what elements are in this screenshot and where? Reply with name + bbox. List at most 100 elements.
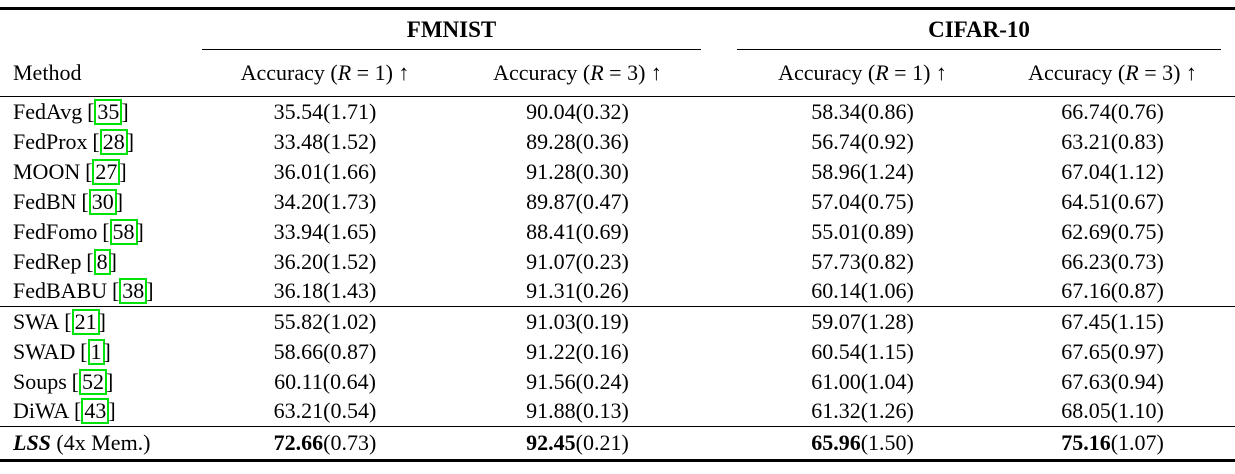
value-cell-fmnist-r3: 92.45(0.21): [450, 426, 706, 461]
column-gap: [705, 9, 735, 51]
citation-link[interactable]: 21: [71, 308, 100, 335]
citation-link[interactable]: 52: [78, 368, 107, 395]
citation-link[interactable]: 35: [94, 98, 123, 125]
dataset-label-cifar10: CIFAR-10: [737, 15, 1222, 50]
citation-link[interactable]: 38: [119, 278, 148, 305]
column-gap: [705, 127, 735, 157]
value-cell-fmnist-r1: 58.66(0.87): [200, 337, 450, 367]
citation-link[interactable]: 58: [109, 218, 138, 245]
citation-bracket-close: ]: [105, 368, 114, 394]
col-header-fmnist-r3: Accuracy (R = 3) ↑: [450, 50, 706, 97]
std-value: (0.82): [860, 248, 914, 274]
mean-value: 91.88: [526, 398, 576, 424]
std-value: (0.75): [1110, 218, 1164, 244]
std-value: (1.66): [323, 158, 377, 184]
std-value: (0.16): [575, 338, 629, 364]
citation-bracket-open: [: [102, 218, 110, 244]
value-cell-fmnist-r3: 91.22(0.16): [450, 337, 705, 367]
citation-link[interactable]: 1: [87, 338, 105, 365]
std-value: (1.24): [860, 158, 914, 184]
citation-bracket-close: ]: [136, 218, 144, 244]
citation-bracket-open: [: [64, 308, 72, 334]
value-cell-cifar10-r3: 67.04(1.12): [990, 157, 1235, 187]
std-value: (0.73): [1110, 248, 1164, 274]
method-cell: FedBN[30]: [0, 187, 200, 217]
value-cell-cifar10-r3: 68.05(1.10): [990, 397, 1235, 427]
value-cell-cifar10-r3: 75.16(1.07): [990, 426, 1235, 461]
method-name: FedProx: [13, 128, 88, 154]
mean-value: 64.51: [1061, 188, 1111, 214]
method-name: LSS: [13, 430, 51, 455]
citation-bracket-open: [: [74, 398, 82, 424]
citation: [1]: [80, 338, 111, 365]
dataset-header-fmnist: FMNIST: [200, 9, 705, 50]
std-value: (1.71): [323, 98, 377, 124]
value-cell-cifar10-r3: 67.45(1.15): [990, 306, 1235, 337]
value-cell-cifar10-r1: 61.00(1.04): [735, 367, 990, 397]
citation-link[interactable]: 30: [88, 188, 117, 215]
mean-value: 67.65: [1061, 338, 1111, 364]
value-cell-cifar10-r1: 60.14(1.06): [735, 277, 990, 307]
col-header-method: Method: [0, 50, 200, 97]
citation: [8]: [86, 248, 117, 275]
std-value: (0.76): [1110, 98, 1164, 124]
mean-value: 75.16: [1061, 430, 1111, 455]
column-gap: [705, 247, 735, 277]
citation-link[interactable]: 43: [81, 398, 110, 425]
citation-bracket-open: [: [87, 98, 95, 124]
std-value: (1.04): [860, 368, 914, 394]
method-cell: SWA[21]: [0, 306, 200, 337]
citation-link[interactable]: 8: [93, 248, 111, 275]
method-name: MOON: [13, 158, 81, 184]
value-cell-cifar10-r3: 67.65(0.97): [990, 337, 1235, 367]
method-name: DiWA: [13, 398, 70, 424]
column-gap: [705, 50, 736, 97]
table-row: FedBABU[38] 36.18(1.43) 91.31(0.26) 60.1…: [0, 277, 1235, 307]
mean-value: 36.18: [273, 278, 324, 304]
mean-value: 68.05: [1061, 398, 1111, 424]
method-cell: FedBABU[38]: [0, 277, 200, 307]
mean-value: 88.41: [526, 218, 576, 244]
method-name: FedAvg: [13, 98, 83, 124]
value-cell-fmnist-r3: 91.03(0.19): [450, 306, 706, 337]
std-value: (0.69): [575, 218, 629, 244]
column-gap: [705, 277, 735, 307]
mean-value: 58.66: [273, 338, 324, 364]
std-value: (0.64): [322, 368, 376, 394]
citation-bracket-open: [: [111, 278, 120, 304]
mean-value: 55.82: [273, 308, 324, 334]
citation: [28]: [92, 128, 134, 155]
mean-value: 60.11: [274, 368, 323, 394]
citation: [27]: [85, 158, 127, 185]
std-value: (0.19): [575, 308, 629, 334]
method-name: SWAD: [13, 338, 76, 364]
std-value: (1.52): [323, 248, 377, 274]
mean-value: 58.34: [811, 98, 861, 124]
mean-value: 33.94: [273, 218, 324, 244]
column-gap: [705, 306, 736, 337]
value-cell-fmnist-r3: 91.88(0.13): [450, 397, 705, 427]
citation-link[interactable]: 28: [99, 128, 128, 155]
citation-link[interactable]: 27: [92, 158, 121, 185]
mean-value: 63.21: [1061, 128, 1111, 154]
mean-value: 59.07: [811, 308, 861, 334]
mean-value: 57.04: [811, 188, 861, 214]
mean-value: 91.07: [526, 248, 576, 274]
value-cell-fmnist-r3: 89.87(0.47): [450, 187, 705, 217]
value-cell-cifar10-r3: 67.63(0.94): [990, 367, 1235, 397]
std-value: (1.65): [323, 218, 377, 244]
citation-bracket-close: ]: [121, 98, 129, 124]
mean-value: 58.96: [811, 158, 861, 184]
citation: [30]: [81, 188, 123, 215]
value-cell-cifar10-r3: 62.69(0.75): [990, 217, 1235, 247]
value-cell-fmnist-r1: 35.54(1.71): [200, 97, 450, 127]
mean-value: 91.56: [526, 368, 576, 394]
mean-value: 60.54: [811, 338, 861, 364]
std-value: (0.47): [575, 188, 629, 214]
std-value: (1.73): [323, 188, 377, 214]
std-value: (0.54): [323, 398, 377, 424]
table-row: FedFomo[58] 33.94(1.65) 88.41(0.69) 55.0…: [0, 217, 1235, 247]
std-value: (0.23): [575, 248, 629, 274]
std-value: (0.24): [575, 368, 629, 394]
std-value: (1.02): [323, 308, 377, 334]
